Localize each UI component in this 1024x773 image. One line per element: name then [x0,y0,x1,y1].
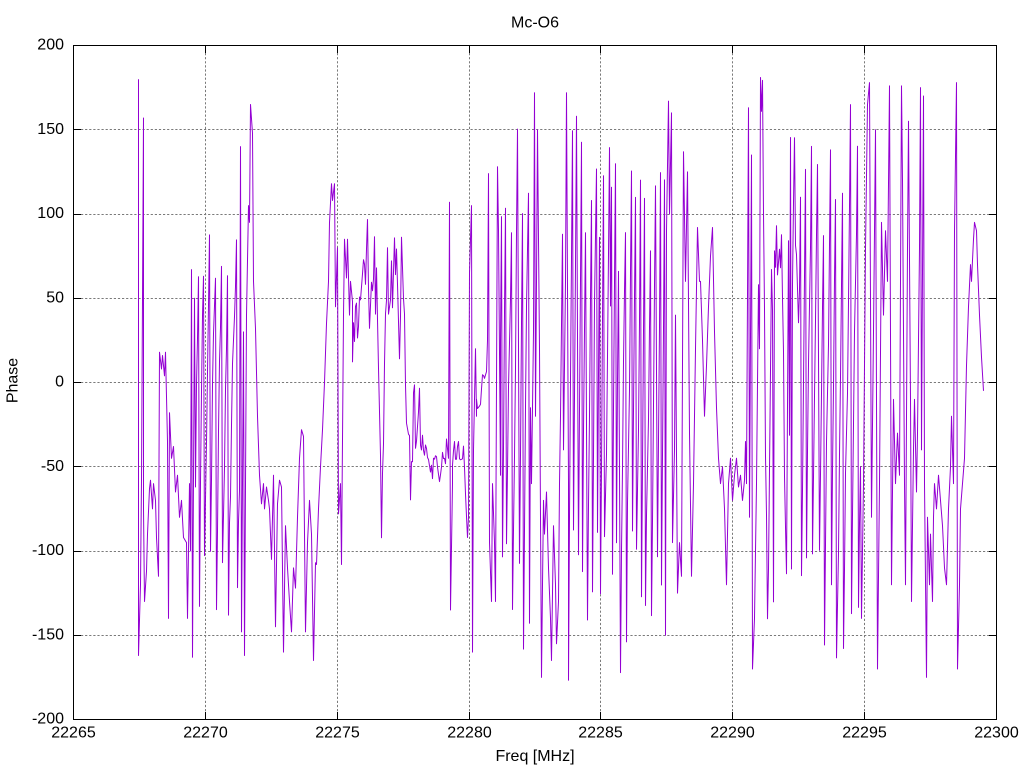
svg-text:22295: 22295 [842,725,887,742]
svg-text:100: 100 [37,205,64,222]
svg-text:-50: -50 [41,458,64,475]
svg-text:22280: 22280 [447,725,492,742]
svg-text:Phase: Phase [4,358,21,403]
svg-text:50: 50 [46,289,64,306]
svg-text:-200: -200 [32,711,64,728]
svg-text:22285: 22285 [578,725,623,742]
svg-text:Freq [MHz]: Freq [MHz] [495,748,574,765]
svg-text:0: 0 [55,374,64,391]
svg-text:22290: 22290 [710,725,755,742]
svg-text:-100: -100 [32,542,64,559]
svg-text:Mc-O6: Mc-O6 [511,15,559,32]
svg-text:22275: 22275 [315,725,360,742]
svg-text:150: 150 [37,121,64,138]
svg-text:200: 200 [37,37,64,54]
svg-text:22270: 22270 [183,725,228,742]
svg-text:22300: 22300 [974,725,1019,742]
svg-text:22265: 22265 [51,725,96,742]
svg-text:-150: -150 [32,627,64,644]
